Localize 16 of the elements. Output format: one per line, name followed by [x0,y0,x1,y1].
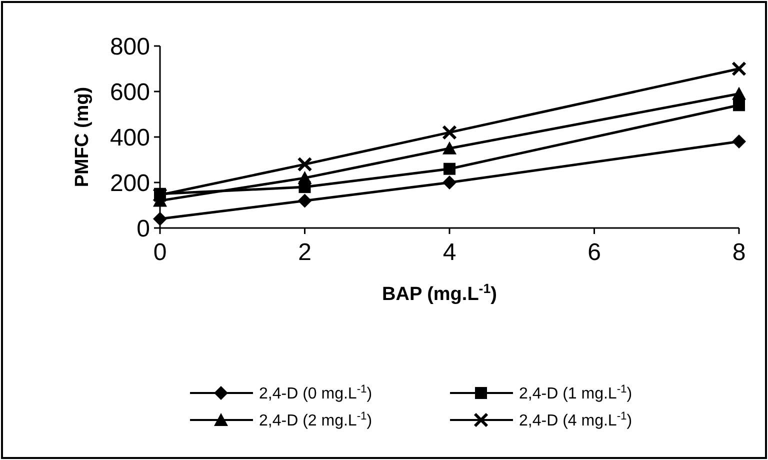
y-tick-label: 600 [110,78,150,106]
x-tick-label: 6 [588,239,601,266]
legend-label: 2,4-D (2 mg.L$^{-1}$) [259,410,372,430]
y-axis-title: PMFC (mg) [72,86,93,188]
x-tick-label: 8 [732,239,746,266]
x-tick-label: 0 [153,239,167,266]
legend-label: 2,4-D (1 mg.L$^{-1}$) [519,384,632,403]
legend-label: 2,4-D (0 mg.L$^{-1}$) [259,384,372,403]
x-tick-label: 4 [442,239,456,266]
y-tick-label: 200 [110,170,150,197]
x-tick-label: 2 [298,239,312,266]
y-tick-label: 800 [110,33,150,60]
y-tick-label: 0 [136,215,150,242]
x-axis-title: BAP (mg.L$^{-1}$) [382,280,497,305]
legend-label: 2,4-D (4 mg.L$^{-1}$) [519,410,632,430]
y-tick-label: 400 [110,124,150,152]
